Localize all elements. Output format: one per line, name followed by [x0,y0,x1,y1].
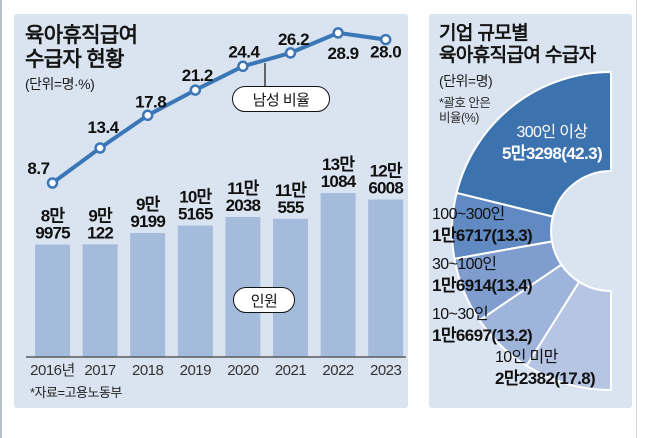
trend-bar-line-chart: 8만99752016년9만12220179만9199201810만5165201… [26,27,406,379]
bar-2022 [320,193,356,357]
left-unit-label: (단위=명·%) [25,76,95,92]
x-tick-label: 2023 [370,362,402,379]
company-size-donut-chart [450,71,612,391]
x-tick-label: 2022 [322,362,354,379]
line-point [284,47,297,59]
parental-leave-trend-panel: 8만 9975 2016년 9만 122 2017 9만 9199 2018 10만 5165 201… [14,14,408,408]
bar-2017 [82,244,118,357]
donut-segment-300인 이상 [455,71,612,218]
line-point [379,33,392,46]
segment-label-10-30: 10~30인 1만6697(13.2) [432,306,533,345]
bar-value-label-line1: 13만 [322,155,355,174]
bar-value-label-line1: 10만 [179,188,212,207]
line-point [141,109,154,122]
line-point [46,177,59,189]
right-panel-title: 기업 규모별 육아휴직급여 수급자 [439,23,596,68]
right-unit-label: (단위=명) [439,73,493,89]
line-value-label: 8.7 [27,159,49,178]
segment-label-300-plus: 300인 이상 5만3298(42.3) [501,124,603,163]
donut-segment-10인 미만 [525,280,612,391]
left-panel-title: 육아휴직급여 수급자 현황 [25,24,138,71]
segment-label-30-100: 30~100인 1만6914(13.4) [432,256,533,295]
line-point [189,84,202,96]
line-value-label: 21.2 [182,66,213,85]
bar-value-label-line2: 9199 [130,212,165,231]
bar-value-label-line2: 5165 [178,205,213,224]
bar-value-label-line2: 9975 [35,224,70,243]
male-ratio-legend-pill: 남성 비율 [232,86,330,112]
frame-left-edge [0,0,2,438]
bar-2019 [177,225,213,357]
line-value-label: 17.8 [135,92,166,111]
frame-right-edge [636,0,637,438]
source-note: *자료=고용노동부 [30,385,122,400]
bar-2023 [368,199,404,357]
bar-2018 [130,233,166,357]
line-point [237,60,249,73]
bar-value-label-line1: 11만 [275,181,307,200]
x-tick-label: 2016년 [30,362,75,379]
x-tick-label: 2018 [132,362,164,379]
headcount-legend-pill: 인원 [233,287,295,313]
left-title-line2: 수급자 현황 [25,47,124,71]
bar-value-label-line2: 1084 [321,172,357,191]
line-value-label: 28.9 [328,44,359,63]
right-title-line1: 기업 규모별 [439,23,529,44]
right-title-line2: 육아휴직급여 수급자 [439,45,596,67]
parentheses-note: *괄호 안은 비율(%) [439,96,491,125]
bar-value-label-line1: 11만 [227,179,259,198]
male-ratio-line [50,30,388,185]
bar-value-label-line1: 9만 [88,206,113,225]
left-title-line1: 육아휴직급여 [25,24,138,47]
x-tick-label: 2017 [84,362,116,379]
line-value-label: 26.2 [278,30,309,49]
bar-value-label-line1: 12만 [370,162,403,181]
line-value-label: 13.4 [88,118,120,137]
bar-value-label-line2: 6008 [368,179,403,198]
bar-value-label-line1: 9만 [136,195,161,214]
line-point [332,27,344,39]
line-value-label: 24.4 [228,42,260,61]
segment-label-100-300: 100~300인 1만6717(13.3) [432,206,533,245]
x-tick-label: 2019 [180,362,212,379]
bar-value-label-line1: 8만 [41,207,66,226]
bar-value-label-line2: 122 [87,223,113,242]
bar-value-label-line2: 555 [278,198,304,217]
bar-2016년 [35,244,70,357]
bar-value-label-line2: 2038 [226,196,261,215]
x-tick-label: 2021 [275,362,307,379]
line-value-label: 28.0 [370,43,401,62]
segment-label-under-10: 10인 미만 2만2382(17.8) [495,349,596,388]
x-tick-label: 2020 [227,362,259,379]
line-point [94,142,106,154]
company-size-panel: 기업 규모별 육아휴직급여 수급자 (단위=명) *괄호 안은 비율(%) 30… [429,14,632,408]
